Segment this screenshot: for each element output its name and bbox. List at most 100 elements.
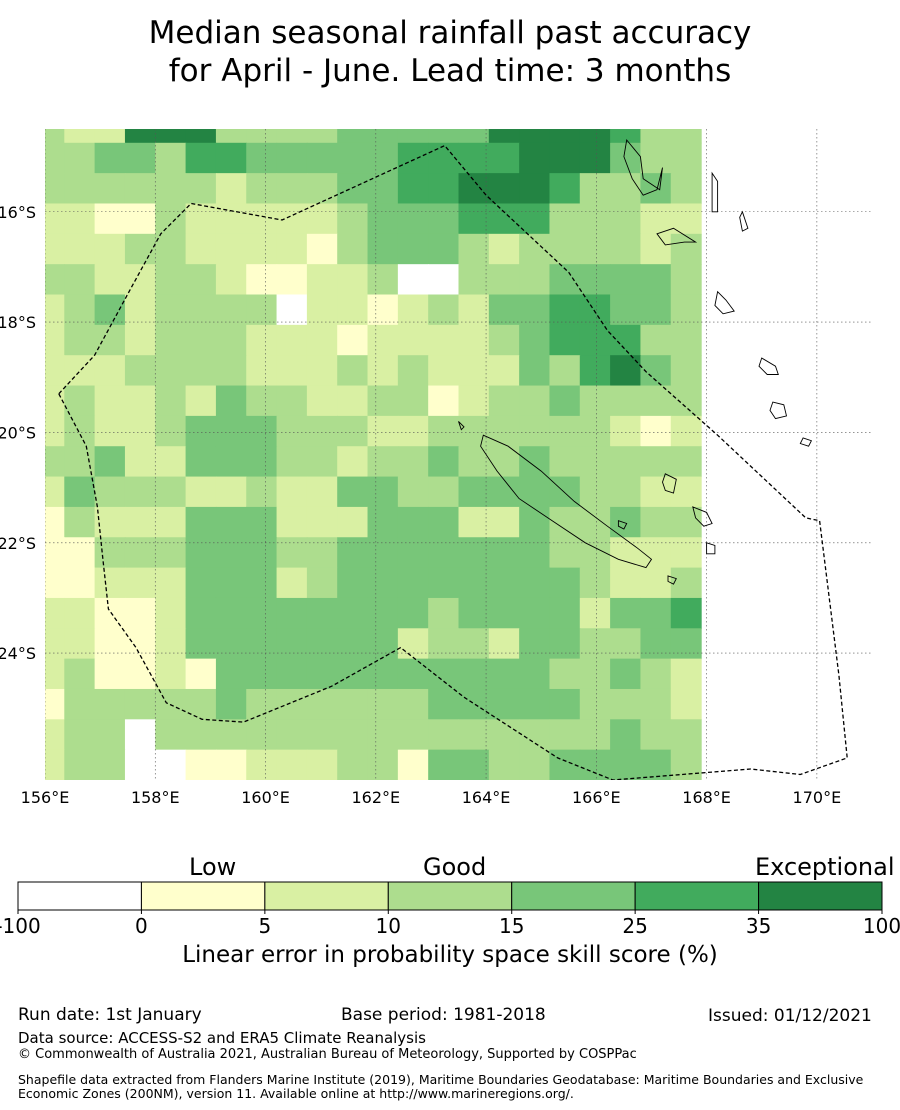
grid-cell	[276, 476, 308, 508]
grid-cell	[397, 688, 429, 720]
grid-cell	[458, 506, 490, 538]
grid-cell	[397, 129, 429, 144]
grid-cell	[185, 415, 217, 447]
grid-cell	[579, 567, 611, 599]
grid-cell	[94, 719, 126, 751]
grid-cell	[670, 129, 702, 144]
grid-cell	[45, 719, 65, 751]
grid-cell	[94, 537, 126, 569]
grid-cell	[45, 324, 65, 356]
grid-cell	[488, 567, 520, 599]
grid-cell	[306, 446, 338, 478]
grid-cell	[367, 719, 399, 751]
grid-cell	[549, 355, 581, 387]
grid-cell	[64, 142, 96, 174]
grid-cell	[64, 719, 96, 751]
lon-tick-label: 168°E	[682, 788, 731, 807]
grid-cell	[216, 810, 247, 841]
grid-cell	[428, 233, 460, 265]
grid-cell	[306, 658, 338, 690]
grid-cell	[670, 203, 702, 235]
grid-cell	[670, 476, 702, 508]
grid-cell	[670, 597, 702, 629]
grid-cell	[397, 264, 429, 296]
grid-cell	[519, 385, 551, 417]
grid-cell	[276, 233, 308, 265]
grid-cell	[246, 688, 278, 720]
lat-tick-label: 20°S	[0, 423, 36, 442]
lat-tick-label: 18°S	[0, 313, 36, 332]
grid-cell	[246, 749, 278, 780]
grid-cell	[519, 628, 551, 660]
grid-cell	[579, 264, 611, 296]
grid-cell	[428, 810, 459, 841]
lon-tick-label: 158°E	[131, 788, 180, 807]
grid-cell	[125, 810, 156, 841]
grid-cell	[610, 567, 642, 599]
grid-cell	[397, 415, 429, 447]
grid-cell	[428, 385, 460, 417]
grid-cell	[186, 780, 217, 811]
grid-cell	[640, 506, 672, 538]
grid-cell	[610, 810, 641, 841]
grid-cell	[640, 294, 672, 326]
grid-cell	[155, 597, 187, 629]
grid-cell	[549, 446, 581, 478]
grid-cell	[155, 567, 187, 599]
grid-cell	[246, 173, 278, 205]
grid-cell	[610, 719, 642, 751]
grid-cell	[428, 446, 460, 478]
grid-cell	[549, 173, 581, 205]
island-outline	[714, 290, 735, 315]
grid-cell	[45, 385, 65, 417]
grid-cell	[185, 658, 217, 690]
grid-cell	[428, 129, 460, 144]
grid-cell	[488, 446, 520, 478]
grid-cell	[124, 355, 156, 387]
grid-cell	[640, 233, 672, 265]
grid-cell	[64, 233, 96, 265]
grid-cell	[94, 264, 126, 296]
grid-cell	[185, 173, 217, 205]
grid-cell	[368, 810, 399, 841]
grid-cell	[519, 810, 550, 841]
grid-cell	[428, 628, 460, 660]
grid-cell	[640, 567, 672, 599]
grid-cell	[45, 628, 65, 660]
grid-cell	[579, 476, 611, 508]
grid-cell	[185, 294, 217, 326]
grid-cell	[64, 203, 96, 235]
grid-cell	[640, 749, 672, 780]
colorbar-segment	[140, 881, 266, 911]
grid-cell	[337, 129, 369, 144]
grid-cell	[306, 173, 338, 205]
grid-cell	[124, 597, 156, 629]
grid-cell	[45, 129, 65, 144]
grid-cell	[367, 749, 399, 780]
grid-cell	[489, 841, 520, 872]
grid-cell	[428, 203, 460, 235]
grid-cell	[64, 749, 96, 780]
grid-cell	[45, 688, 65, 720]
grid-cell	[215, 658, 247, 690]
grid-cell	[155, 355, 187, 387]
grid-cell	[124, 476, 156, 508]
grid-cell	[94, 628, 126, 660]
grid-cell	[670, 506, 702, 538]
grid-cell	[367, 476, 399, 508]
grid-cell	[488, 628, 520, 660]
grid-cell	[246, 233, 278, 265]
grid-cell	[45, 537, 65, 569]
grid-cell	[306, 749, 338, 780]
grid-cell	[488, 415, 520, 447]
grid-cell	[670, 658, 702, 690]
grid-cell	[124, 129, 156, 144]
grid-cell	[397, 385, 429, 417]
grid-cell	[397, 658, 429, 690]
grid-cell	[155, 324, 187, 356]
grid-cell	[215, 719, 247, 751]
grid-cell	[458, 294, 490, 326]
grid-cell	[549, 233, 581, 265]
grid-cell	[246, 841, 277, 872]
grid-cell	[549, 841, 580, 872]
